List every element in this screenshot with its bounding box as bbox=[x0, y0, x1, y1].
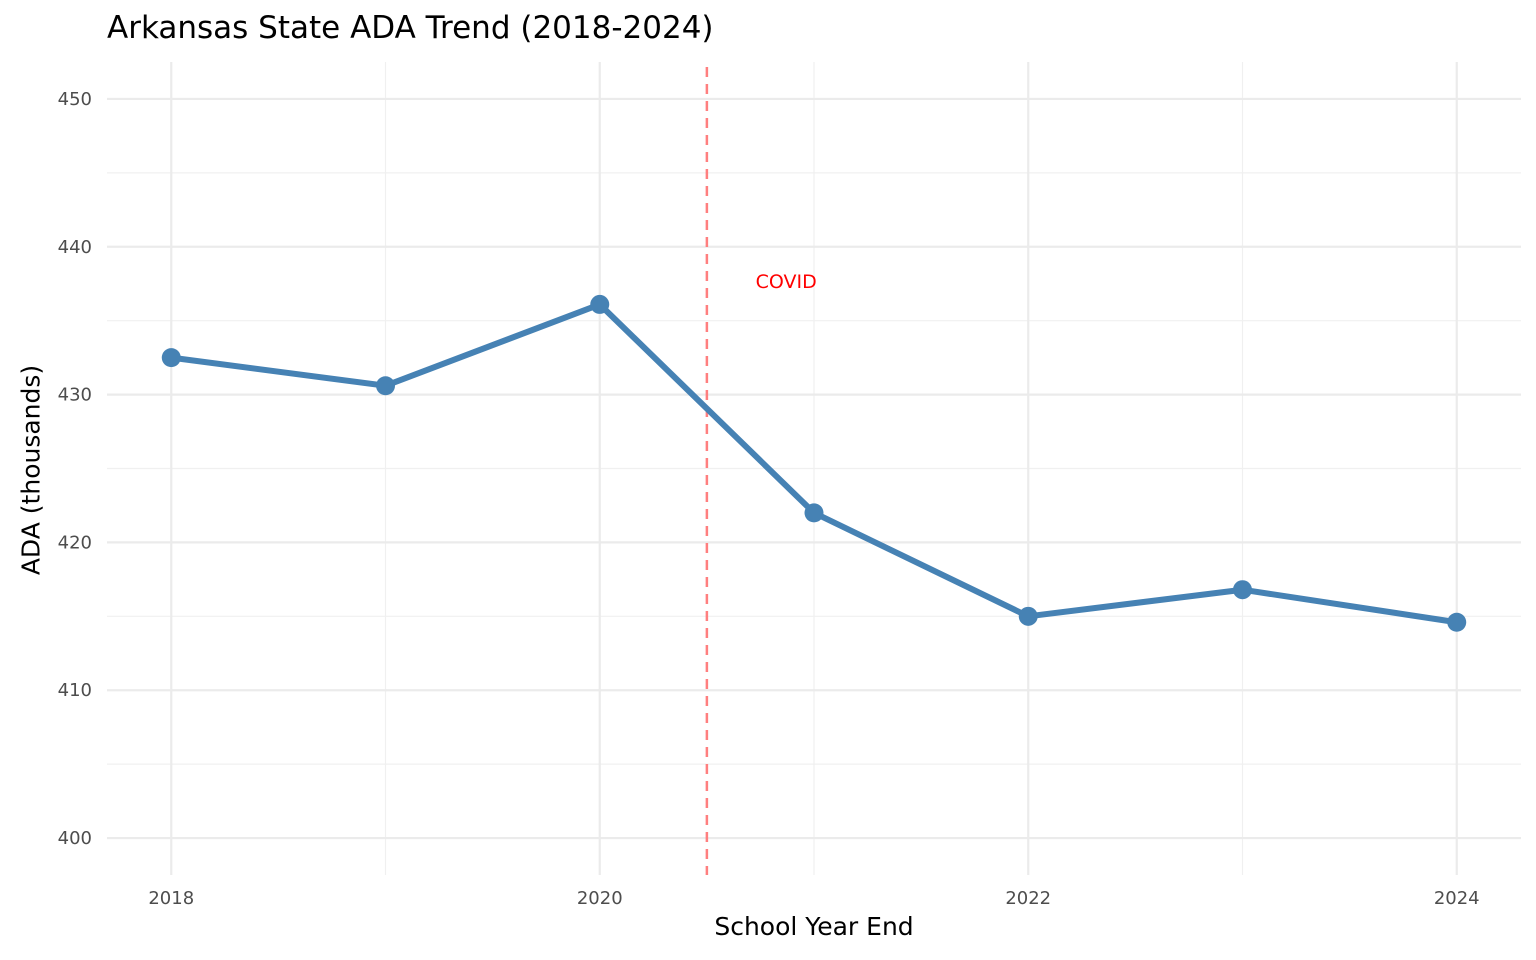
data-point-2019 bbox=[376, 376, 396, 396]
y-tick-label: 440 bbox=[58, 237, 92, 258]
covid-annotation: COVID bbox=[756, 271, 817, 293]
data-point-2020 bbox=[590, 294, 610, 314]
y-tick-label: 410 bbox=[58, 680, 92, 701]
data-point-2018 bbox=[161, 348, 181, 368]
data-point-2021 bbox=[804, 503, 824, 523]
chart-title: Arkansas State ADA Trend (2018-2024) bbox=[107, 10, 714, 46]
data-point-2024 bbox=[1447, 612, 1467, 632]
x-tick-label: 2018 bbox=[148, 888, 194, 909]
y-tick-label: 430 bbox=[58, 385, 92, 406]
y-tick-label: 400 bbox=[58, 828, 92, 849]
x-tick-label: 2020 bbox=[577, 888, 623, 909]
y-tick-label: 420 bbox=[58, 532, 92, 553]
data-point-2023 bbox=[1232, 580, 1252, 600]
x-tick-label: 2024 bbox=[1434, 888, 1480, 909]
x-axis-label: School Year End bbox=[714, 912, 914, 941]
x-tick-label: 2022 bbox=[1005, 888, 1051, 909]
y-tick-label: 450 bbox=[58, 89, 92, 110]
data-point-2022 bbox=[1018, 606, 1038, 626]
